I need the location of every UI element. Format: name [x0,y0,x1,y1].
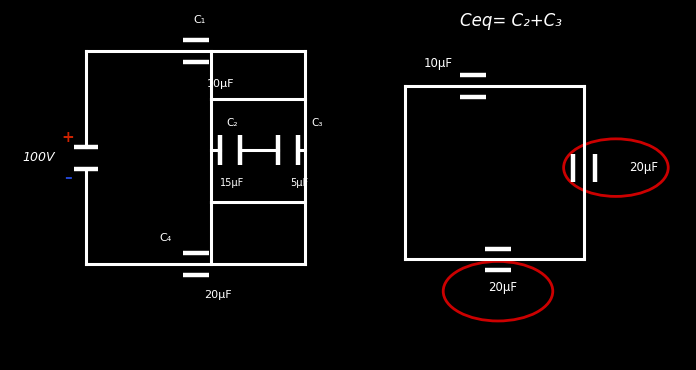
Text: 10μF: 10μF [207,79,235,89]
Text: +: + [62,130,74,145]
Text: 20μF: 20μF [629,161,658,174]
Text: –: – [64,170,72,185]
Text: 20μF: 20μF [204,290,231,300]
Text: 10μF: 10μF [424,57,452,70]
Text: 20μF: 20μF [489,281,518,294]
Text: Ceq= C₂+C₃: Ceq= C₂+C₃ [459,12,562,30]
Text: 15μF: 15μF [220,178,244,188]
Text: C₂: C₂ [226,118,238,128]
Text: C₄: C₄ [159,233,172,243]
Text: 100V: 100V [22,151,54,164]
Text: C₁: C₁ [193,15,206,25]
Text: 5μF: 5μF [291,178,309,188]
Text: C₃: C₃ [312,118,324,128]
